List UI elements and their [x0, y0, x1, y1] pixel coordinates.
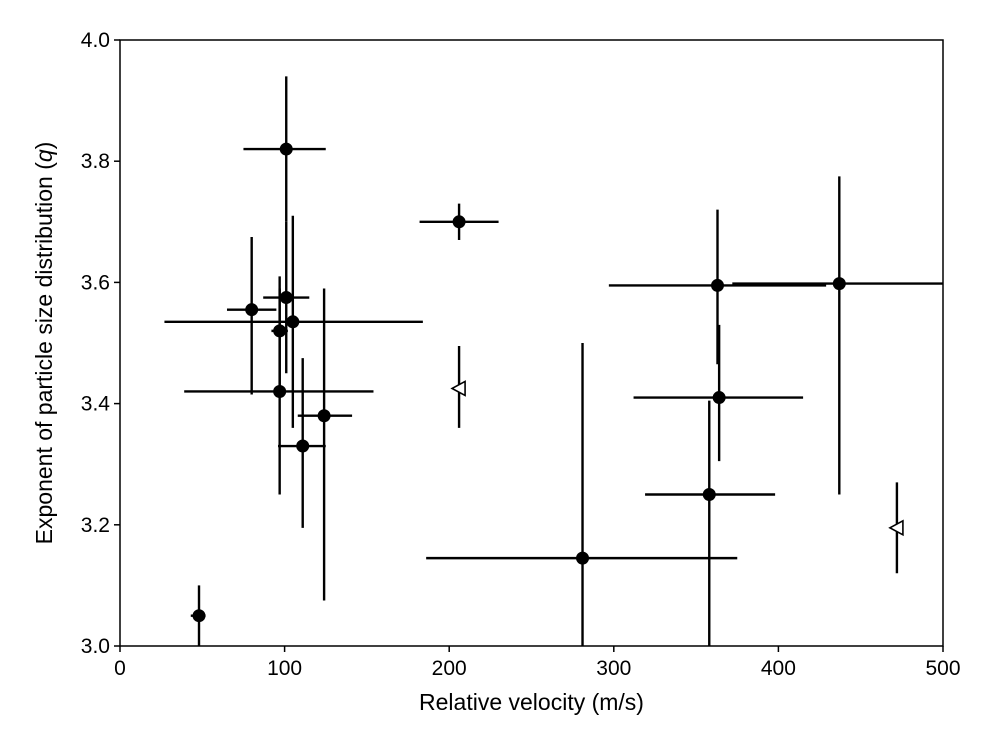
data-point — [273, 384, 287, 398]
y-tick-label: 3.0 — [81, 635, 110, 658]
x-tick-label: 400 — [761, 657, 796, 680]
data-point — [279, 142, 293, 156]
x-tick-label: 300 — [596, 657, 631, 680]
data-point — [296, 439, 310, 453]
data-point-open-triangle — [888, 519, 904, 537]
data-point — [702, 488, 716, 501]
axis-ticks: 0 100 200 300 400 500 3.0 3.2 3.4 3.6 3.8 4.0 — [81, 29, 961, 680]
plot-frame — [119, 39, 944, 647]
y-tick-label: 3.6 — [81, 271, 110, 294]
x-tick-label: 100 — [267, 657, 302, 680]
data-point-open-triangle — [450, 380, 466, 397]
y-axis-label: Exponent of particle size distribution (… — [31, 142, 57, 545]
data-point — [273, 324, 287, 338]
data-point — [710, 278, 724, 292]
y-tick-label: 3.4 — [81, 393, 111, 416]
y-axis-label-prefix: Exponent of particle size distribution ( — [31, 162, 57, 545]
data-point — [279, 291, 293, 305]
error-bars — [164, 76, 943, 646]
x-axis-label: Relative velocity (m/s) — [419, 689, 644, 715]
x-tick-label: 500 — [925, 657, 960, 680]
data-point — [286, 315, 300, 329]
x-tick-label: 200 — [432, 657, 467, 680]
data-point — [245, 303, 259, 317]
x-tick-label: 0 — [114, 657, 126, 680]
y-tick-label: 4.0 — [81, 29, 110, 52]
y-tick-label: 3.2 — [81, 514, 110, 537]
y-axis-label-variable: q — [31, 149, 57, 162]
data-point — [712, 391, 726, 405]
data-point — [192, 609, 206, 623]
data-point — [452, 215, 466, 229]
y-tick-label: 3.8 — [81, 150, 110, 173]
y-axis-label-suffix: ) — [31, 142, 57, 150]
data-point — [317, 409, 331, 423]
data-point — [576, 551, 590, 565]
data-point — [832, 277, 846, 291]
data-points — [192, 142, 904, 623]
